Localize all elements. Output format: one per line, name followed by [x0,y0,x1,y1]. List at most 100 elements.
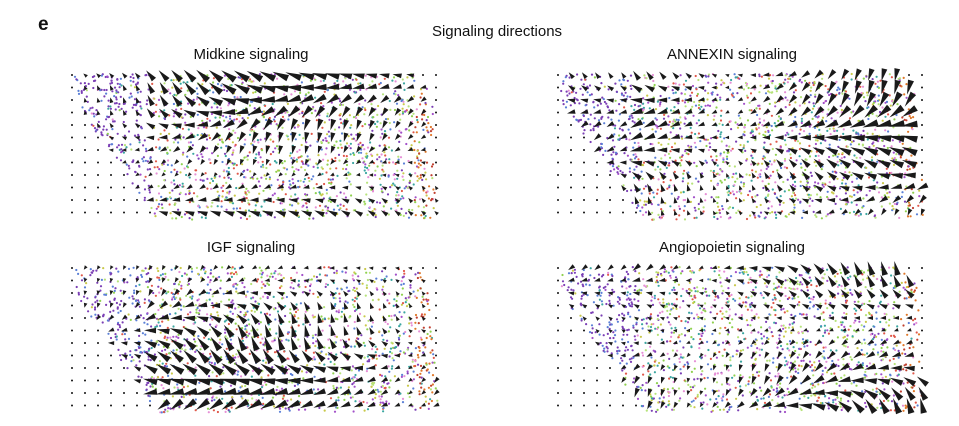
cell-dot [103,95,106,98]
cell-dot [389,379,392,382]
cell-dot [333,144,336,147]
cell-dot [329,178,332,181]
cell-dot [234,356,237,359]
cell-dot [181,153,184,156]
cell-dot [312,187,315,190]
arrow [147,82,156,94]
cell-dot [273,115,276,118]
cell-dot [286,111,289,114]
cell-dot [197,157,200,160]
cell-dot [206,313,209,316]
cell-dot [345,177,348,180]
arrow [788,159,798,168]
cell-dot [381,334,384,337]
arrow [875,147,892,156]
cell-dot [742,182,746,186]
cell-dot [338,126,341,129]
cell-dot [146,286,149,289]
cell-dot [397,158,400,161]
cell-dot [364,171,368,175]
cell-dot [93,127,97,130]
cell-dot [339,143,342,146]
cell-dot [592,100,595,103]
cell-dot [663,172,666,175]
arrow [900,135,918,143]
arrow [647,196,652,205]
arrow [894,68,901,82]
cell-dot [300,166,303,169]
cell-dot [813,105,816,108]
cell-dot [161,349,164,352]
cell-dot [266,295,269,299]
cell-dot [421,178,424,181]
cell-dot [218,116,221,119]
cell-dot [260,376,263,379]
cell-dot [195,308,198,311]
arrow [864,184,876,191]
cell-dot [682,177,685,180]
cell-dot [392,304,395,307]
cell-dot [246,168,249,171]
cell-dot [178,280,181,283]
cell-dot [169,304,172,307]
cell-dot [660,143,663,146]
arrow [146,108,156,119]
cell-dot [77,89,80,92]
cell-dot [416,276,419,280]
cell-dot [408,129,411,132]
cell-dot [400,303,403,306]
cell-dot [607,88,610,91]
arrow [408,185,413,191]
cell-dot [333,304,336,307]
cell-dot [274,147,277,150]
cell-dot [726,191,729,194]
cell-dot [363,344,366,347]
cell-dot [245,336,248,339]
cell-dot [261,163,264,166]
cell-dot [706,138,710,141]
cell-dot [245,197,248,200]
cell-dot [155,207,158,210]
arrow [593,98,602,103]
cell-dot [380,128,383,131]
cell-dot [145,103,148,106]
arrow [865,196,876,202]
cell-dot [160,195,163,198]
cell-dot [406,372,409,375]
arrow [233,70,250,83]
arrow [684,108,693,114]
cell-dot [581,93,584,96]
arrow [235,210,248,217]
cell-dot [297,179,300,183]
cell-dot [695,88,698,91]
cell-dot [405,142,408,146]
arrow [381,107,389,117]
cell-dot [805,183,808,187]
cell-dot [425,161,429,164]
cell-dot [158,115,161,118]
cell-dot [694,209,697,212]
cell-dot [324,274,327,277]
cell-dot [353,309,357,313]
cell-dot [698,100,701,103]
cell-dot [148,191,151,194]
cell-dot [328,346,331,349]
cell-dot [311,334,315,337]
cell-dot [826,190,829,193]
cell-dot [259,272,262,275]
cell-dot [298,112,301,115]
cell-dot [890,76,894,79]
cell-dot [184,193,187,196]
cell-dot [363,409,366,412]
cell-dot [898,77,902,80]
cell-dot [415,108,418,111]
cell-dot [172,102,175,106]
cell-dot [351,78,354,81]
cell-dot [774,85,777,88]
cell-dot [118,109,121,112]
cell-dot [164,408,167,411]
cell-dot [578,102,581,105]
arrow [369,119,375,130]
arrow [260,106,275,117]
cell-dot [151,82,154,85]
